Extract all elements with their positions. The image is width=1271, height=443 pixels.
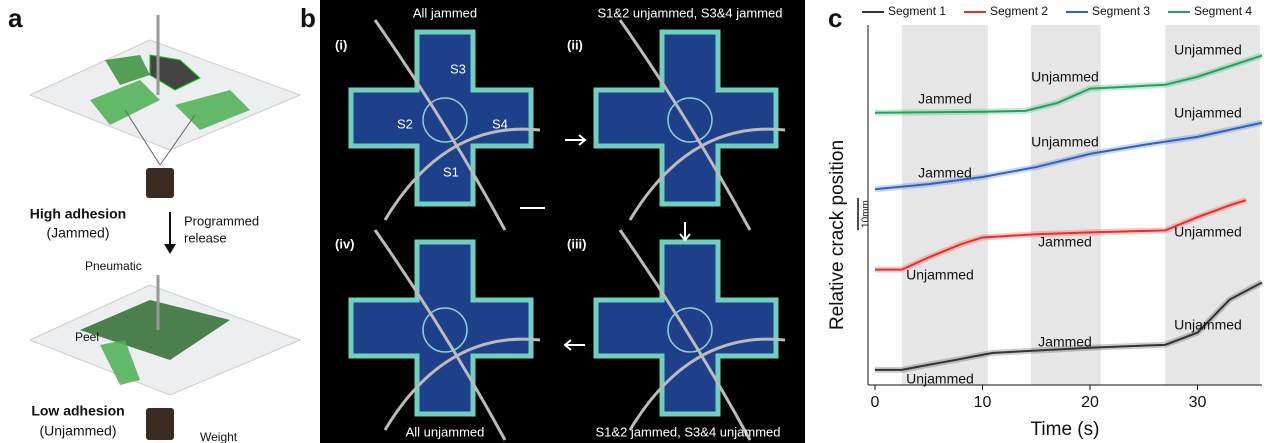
phase-label: Jammed bbox=[918, 165, 972, 181]
hub bbox=[422, 307, 468, 353]
state-sub: (Unjammed) bbox=[39, 423, 116, 439]
phase-label: Jammed bbox=[1038, 334, 1092, 350]
phase-band bbox=[1165, 25, 1260, 385]
panel-letter: b bbox=[300, 3, 316, 33]
series-line bbox=[874, 54, 1263, 114]
x-tick-label: 10 bbox=[974, 394, 992, 411]
x-tick-label: 20 bbox=[1081, 394, 1099, 411]
note: Programmed bbox=[184, 213, 259, 228]
note: Weight bbox=[200, 430, 238, 443]
note: Pneumatic bbox=[85, 259, 142, 273]
photo-title: S1&2 jammed, S3&4 unjammed bbox=[596, 424, 781, 439]
phase-label: Jammed bbox=[918, 91, 972, 107]
series-line bbox=[875, 199, 1247, 271]
scale-label: 10mm bbox=[861, 200, 872, 228]
x-tick-label: 30 bbox=[1189, 394, 1207, 411]
phase-label: Unjammed bbox=[1174, 42, 1242, 58]
phase-label: Unjammed bbox=[1174, 317, 1242, 333]
panel-letter: c bbox=[828, 3, 842, 33]
segment-label: S3 bbox=[450, 61, 466, 76]
photo-label: (i) bbox=[335, 37, 347, 52]
note: Peel bbox=[75, 330, 99, 344]
chart: 0 10 20 30 Time (s) Relative crack position 10… bbox=[827, 4, 1264, 440]
tube bbox=[383, 127, 541, 221]
segment-label: S1 bbox=[443, 164, 459, 179]
legend-label: Segment 1 bbox=[888, 4, 946, 18]
arrow bbox=[563, 339, 585, 351]
y-axis-title: Relative crack position bbox=[827, 140, 848, 330]
photo-panel bbox=[320, 0, 805, 443]
x-tick-label: 0 bbox=[871, 394, 880, 411]
phase-label: Unjammed bbox=[1174, 105, 1242, 121]
photo-title: All jammed bbox=[413, 5, 477, 20]
arrow-head bbox=[164, 244, 176, 254]
phase-label: Unjammed bbox=[906, 371, 974, 387]
phase-band bbox=[1030, 25, 1101, 385]
legend-label: Segment 2 bbox=[990, 4, 1048, 18]
hub bbox=[667, 97, 713, 143]
photo-label: (ii) bbox=[567, 37, 583, 52]
phase-band bbox=[901, 25, 988, 385]
phase-label: Unjammed bbox=[1031, 134, 1099, 150]
tube bbox=[628, 337, 786, 431]
photo-title: S1&2 unjammed, S3&4 jammed bbox=[598, 5, 783, 20]
state-sub: (Jammed) bbox=[46, 225, 109, 241]
segment-label: S2 bbox=[397, 116, 413, 131]
tube bbox=[618, 19, 752, 231]
arrow bbox=[565, 134, 587, 146]
device-bottom bbox=[28, 275, 302, 440]
photo-title: All unjammed bbox=[406, 424, 485, 439]
series-line bbox=[875, 281, 1263, 371]
phase-label: Unjammed bbox=[1031, 69, 1099, 85]
tube bbox=[383, 337, 541, 431]
tube bbox=[618, 229, 752, 441]
arrow bbox=[679, 222, 691, 242]
phase-label: Unjammed bbox=[1174, 224, 1242, 240]
hub bbox=[422, 97, 468, 143]
hub bbox=[667, 307, 713, 353]
segment-label: S4 bbox=[492, 116, 508, 131]
phase-label: Unjammed bbox=[906, 267, 974, 283]
tube bbox=[373, 19, 507, 231]
series-line bbox=[874, 121, 1263, 191]
x-axis-title: Time (s) bbox=[1031, 419, 1100, 440]
legend-label: Segment 4 bbox=[1194, 4, 1252, 18]
note: release bbox=[184, 230, 227, 245]
legend-label: Segment 3 bbox=[1092, 4, 1150, 18]
state-label: Low adhesion bbox=[31, 403, 124, 419]
tube bbox=[628, 127, 786, 221]
tube bbox=[373, 229, 507, 441]
device-top bbox=[28, 15, 302, 198]
state-label: High adhesion bbox=[30, 206, 126, 222]
phase-label: Jammed bbox=[1038, 234, 1092, 250]
photo-label: (iii) bbox=[567, 236, 587, 251]
photo-label: (iv) bbox=[335, 236, 355, 251]
panel-letter: a bbox=[8, 3, 23, 33]
